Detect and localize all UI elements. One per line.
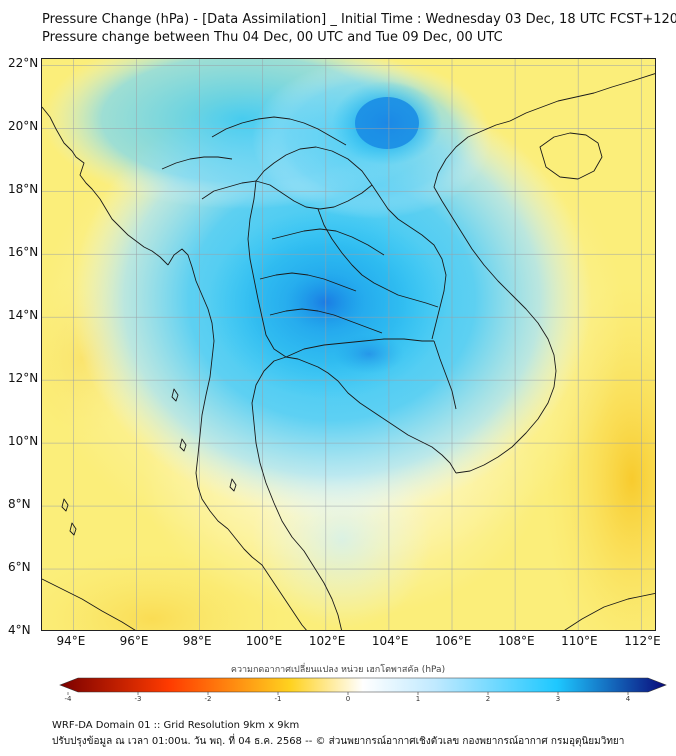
- lat-tick-label: 6°N: [8, 560, 31, 575]
- lon-tick-label: 96°E: [119, 634, 149, 648]
- map-title-line-1: Pressure Change (hPa) - [Data Assimilati…: [42, 12, 676, 27]
- pressure-rise-core: [285, 272, 365, 332]
- colorbar-tick-label: 2: [486, 695, 490, 703]
- lon-tick-label: 108°E: [498, 634, 535, 648]
- colorbar-tick-label: 3: [556, 695, 560, 703]
- lat-tick-label: 16°N: [8, 245, 39, 260]
- colorbar-tick-label: -1: [275, 695, 282, 703]
- lon-tick-label: 104°E: [371, 634, 409, 648]
- model-info: WRF-DA Domain 01 :: Grid Resolution 9km …: [52, 720, 300, 731]
- lon-tick-label: 98°E: [182, 634, 212, 648]
- coastlines-and-borders: [42, 73, 655, 630]
- colorbar-tick-label: -3: [135, 695, 142, 703]
- lon-tick-label: 94°E: [56, 634, 86, 648]
- colorbar-tick-label: -4: [65, 695, 73, 703]
- colorbar-tick-label: -2: [205, 695, 212, 703]
- lon-tick-label: 112°E: [624, 634, 661, 648]
- graticule: [42, 59, 655, 630]
- lat-tick-label: 18°N: [8, 182, 39, 197]
- lat-tick-label: 20°N: [8, 119, 39, 134]
- colorbar-tick-label: 1: [416, 695, 420, 703]
- colorbar-tick-label: 4: [626, 695, 631, 703]
- lat-tick-label: 14°N: [8, 308, 39, 323]
- lat-tick-label: 12°N: [8, 371, 39, 386]
- lat-tick-label: 8°N: [8, 497, 31, 512]
- lat-tick-label: 4°N: [8, 623, 31, 637]
- colorbar-ramp: [59, 677, 667, 693]
- map-title-line-2: Pressure change between Thu 04 Dec, 00 U…: [42, 30, 503, 45]
- update-credit: ปรับปรุงข้อมูล ณ เวลา 01:00น. วัน พฤ. ที…: [52, 736, 625, 747]
- colorbar-title: ความกดอากาศเปลี่ยนแปลง หน่วย เฮกโตพาสคัล…: [230, 665, 446, 675]
- pressure-change-map: [41, 58, 656, 631]
- lon-tick-label: 106°E: [435, 634, 472, 648]
- lon-tick-label: 110°E: [561, 634, 598, 648]
- lat-tick-label: 22°N: [8, 56, 39, 71]
- lon-tick-label: 100°E: [245, 634, 283, 648]
- lon-tick-label: 102°E: [308, 634, 346, 648]
- lat-tick-label: 10°N: [8, 434, 39, 449]
- colorbar-tick-label: 0: [346, 695, 350, 703]
- colorbar: -4 -3 -2 -1 0 1 2 3 4: [59, 677, 667, 703]
